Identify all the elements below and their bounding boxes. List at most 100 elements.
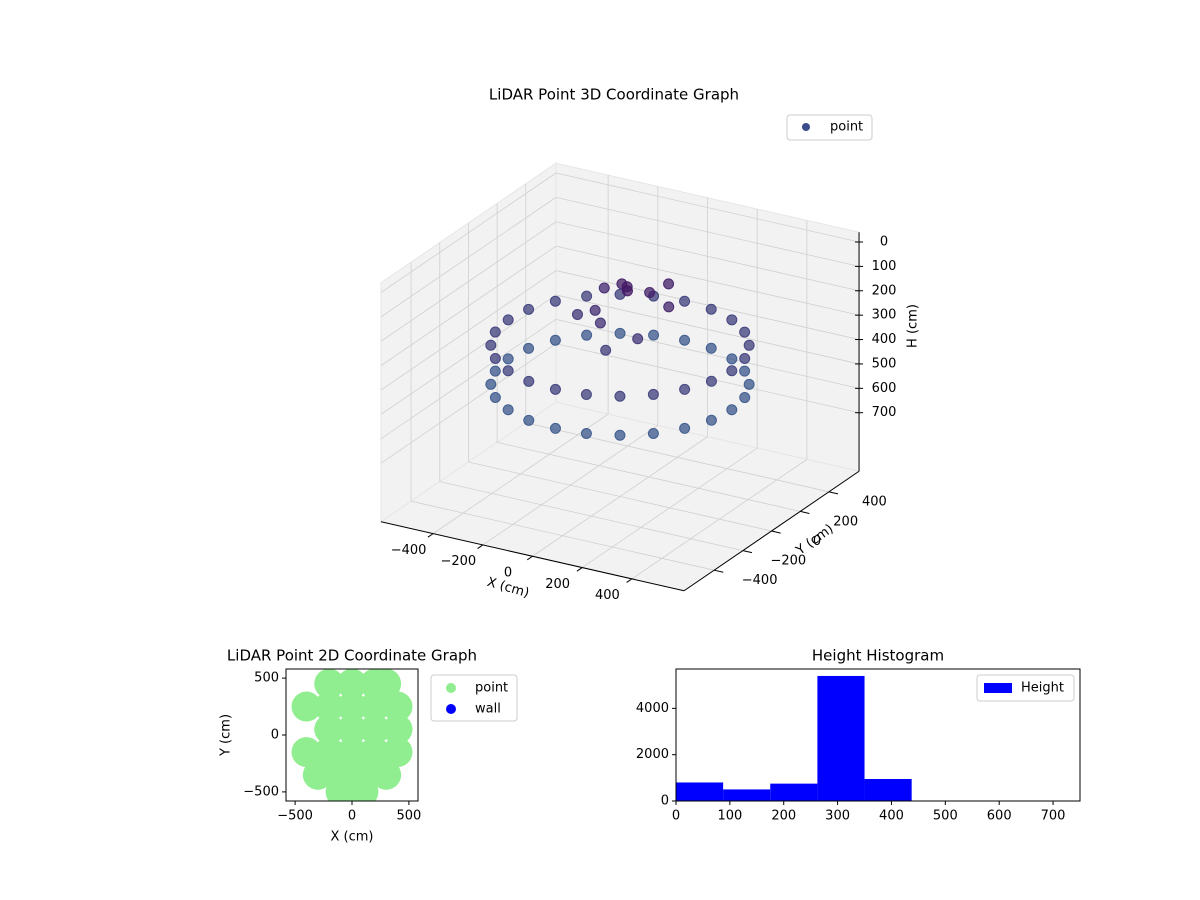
chart-title: LiDAR Point 3D Coordinate Graph: [489, 86, 739, 104]
point: [489, 391, 501, 403]
point: [502, 314, 514, 326]
y-axis-label: Y (cm): [219, 714, 234, 757]
bar: [770, 783, 818, 801]
bar: [723, 789, 771, 801]
point: [589, 304, 601, 316]
grid-line: [439, 481, 743, 551]
y-tick-label: −400: [742, 573, 778, 588]
point: [679, 334, 691, 346]
point: [663, 278, 675, 290]
point: [705, 414, 717, 426]
grid-line: [468, 461, 772, 532]
tick-mark: [771, 530, 781, 534]
legend-marker: [446, 704, 456, 714]
x-tick-label: 600: [987, 809, 1012, 824]
grid-line: [380, 172, 557, 293]
x-tick-label: 100: [717, 809, 742, 824]
y-tick-label: 4000: [636, 701, 669, 716]
tick-mark: [800, 510, 810, 514]
y-tick-label: 400: [862, 495, 887, 510]
point: [325, 776, 356, 801]
z-tick-label: 100: [872, 259, 897, 274]
point: [739, 353, 751, 365]
grid-line: [380, 245, 557, 367]
point: [382, 714, 413, 745]
grid-line: [555, 245, 860, 316]
point: [580, 388, 592, 400]
x-tick-label: 500: [933, 809, 958, 824]
legend-box: [786, 114, 873, 141]
y-tick-label: 2000: [636, 747, 669, 762]
point: [523, 303, 535, 315]
point: [337, 691, 367, 722]
plot-area: [291, 669, 413, 801]
point: [523, 414, 535, 426]
z-tick-label: 400: [872, 332, 897, 347]
point: [726, 365, 738, 377]
point: [337, 669, 367, 699]
point: [705, 303, 717, 315]
z-tick-label: 500: [872, 356, 897, 371]
point: [549, 295, 561, 307]
tick-mark: [427, 533, 434, 538]
point: [502, 353, 514, 365]
x-tick-label: 200: [545, 577, 570, 592]
point: [489, 365, 501, 377]
point: [571, 308, 583, 320]
point: [371, 759, 402, 790]
legend-label: point: [830, 120, 863, 135]
tick-mark: [576, 567, 583, 572]
point: [523, 342, 535, 354]
y-tick-label: 500: [254, 671, 279, 686]
point: [382, 737, 413, 768]
x-tick-label: 400: [595, 588, 620, 603]
point: [549, 383, 561, 395]
legend-patch: [984, 683, 1012, 693]
point: [614, 429, 626, 441]
axes-frame: [675, 668, 1081, 802]
grid-line: [555, 196, 860, 267]
point: [621, 285, 633, 297]
grid-line: [555, 294, 860, 365]
point: [291, 737, 322, 768]
point: [726, 353, 738, 365]
x-tick-label: −500: [277, 809, 313, 824]
point: [581, 290, 593, 302]
y-tick-label: 0: [661, 794, 669, 809]
point: [502, 404, 514, 416]
point: [739, 326, 751, 338]
point: [314, 737, 345, 768]
point: [314, 714, 345, 745]
chart-title: LiDAR Point 2D Coordinate Graph: [227, 647, 477, 665]
chart-title: Height Histogram: [812, 647, 944, 665]
point: [739, 365, 751, 377]
bar: [676, 782, 724, 801]
point: [502, 365, 514, 377]
x-tick-label: −400: [391, 543, 427, 558]
tick-mark: [742, 550, 753, 554]
point: [679, 295, 691, 307]
point: [382, 691, 413, 722]
x-tick-label: 0: [672, 809, 680, 824]
point: [644, 286, 656, 298]
tick-mark: [714, 569, 724, 573]
x-tick-label: 0: [504, 565, 512, 580]
point: [359, 691, 390, 722]
point: [598, 282, 610, 294]
y-tick-label: 0: [271, 728, 279, 743]
point: [679, 383, 691, 395]
point: [647, 427, 659, 439]
y-tick-label: 0: [813, 534, 821, 549]
point: [489, 352, 501, 364]
point: [679, 422, 691, 434]
grid-line: [410, 500, 715, 571]
x-tick-label: −200: [440, 554, 476, 569]
point: [581, 329, 593, 341]
point: [632, 333, 644, 345]
y-tick-label: 200: [833, 514, 858, 529]
y-tick-label: −500: [243, 784, 279, 799]
point: [600, 344, 612, 356]
point: [485, 378, 497, 390]
point: [705, 375, 717, 387]
